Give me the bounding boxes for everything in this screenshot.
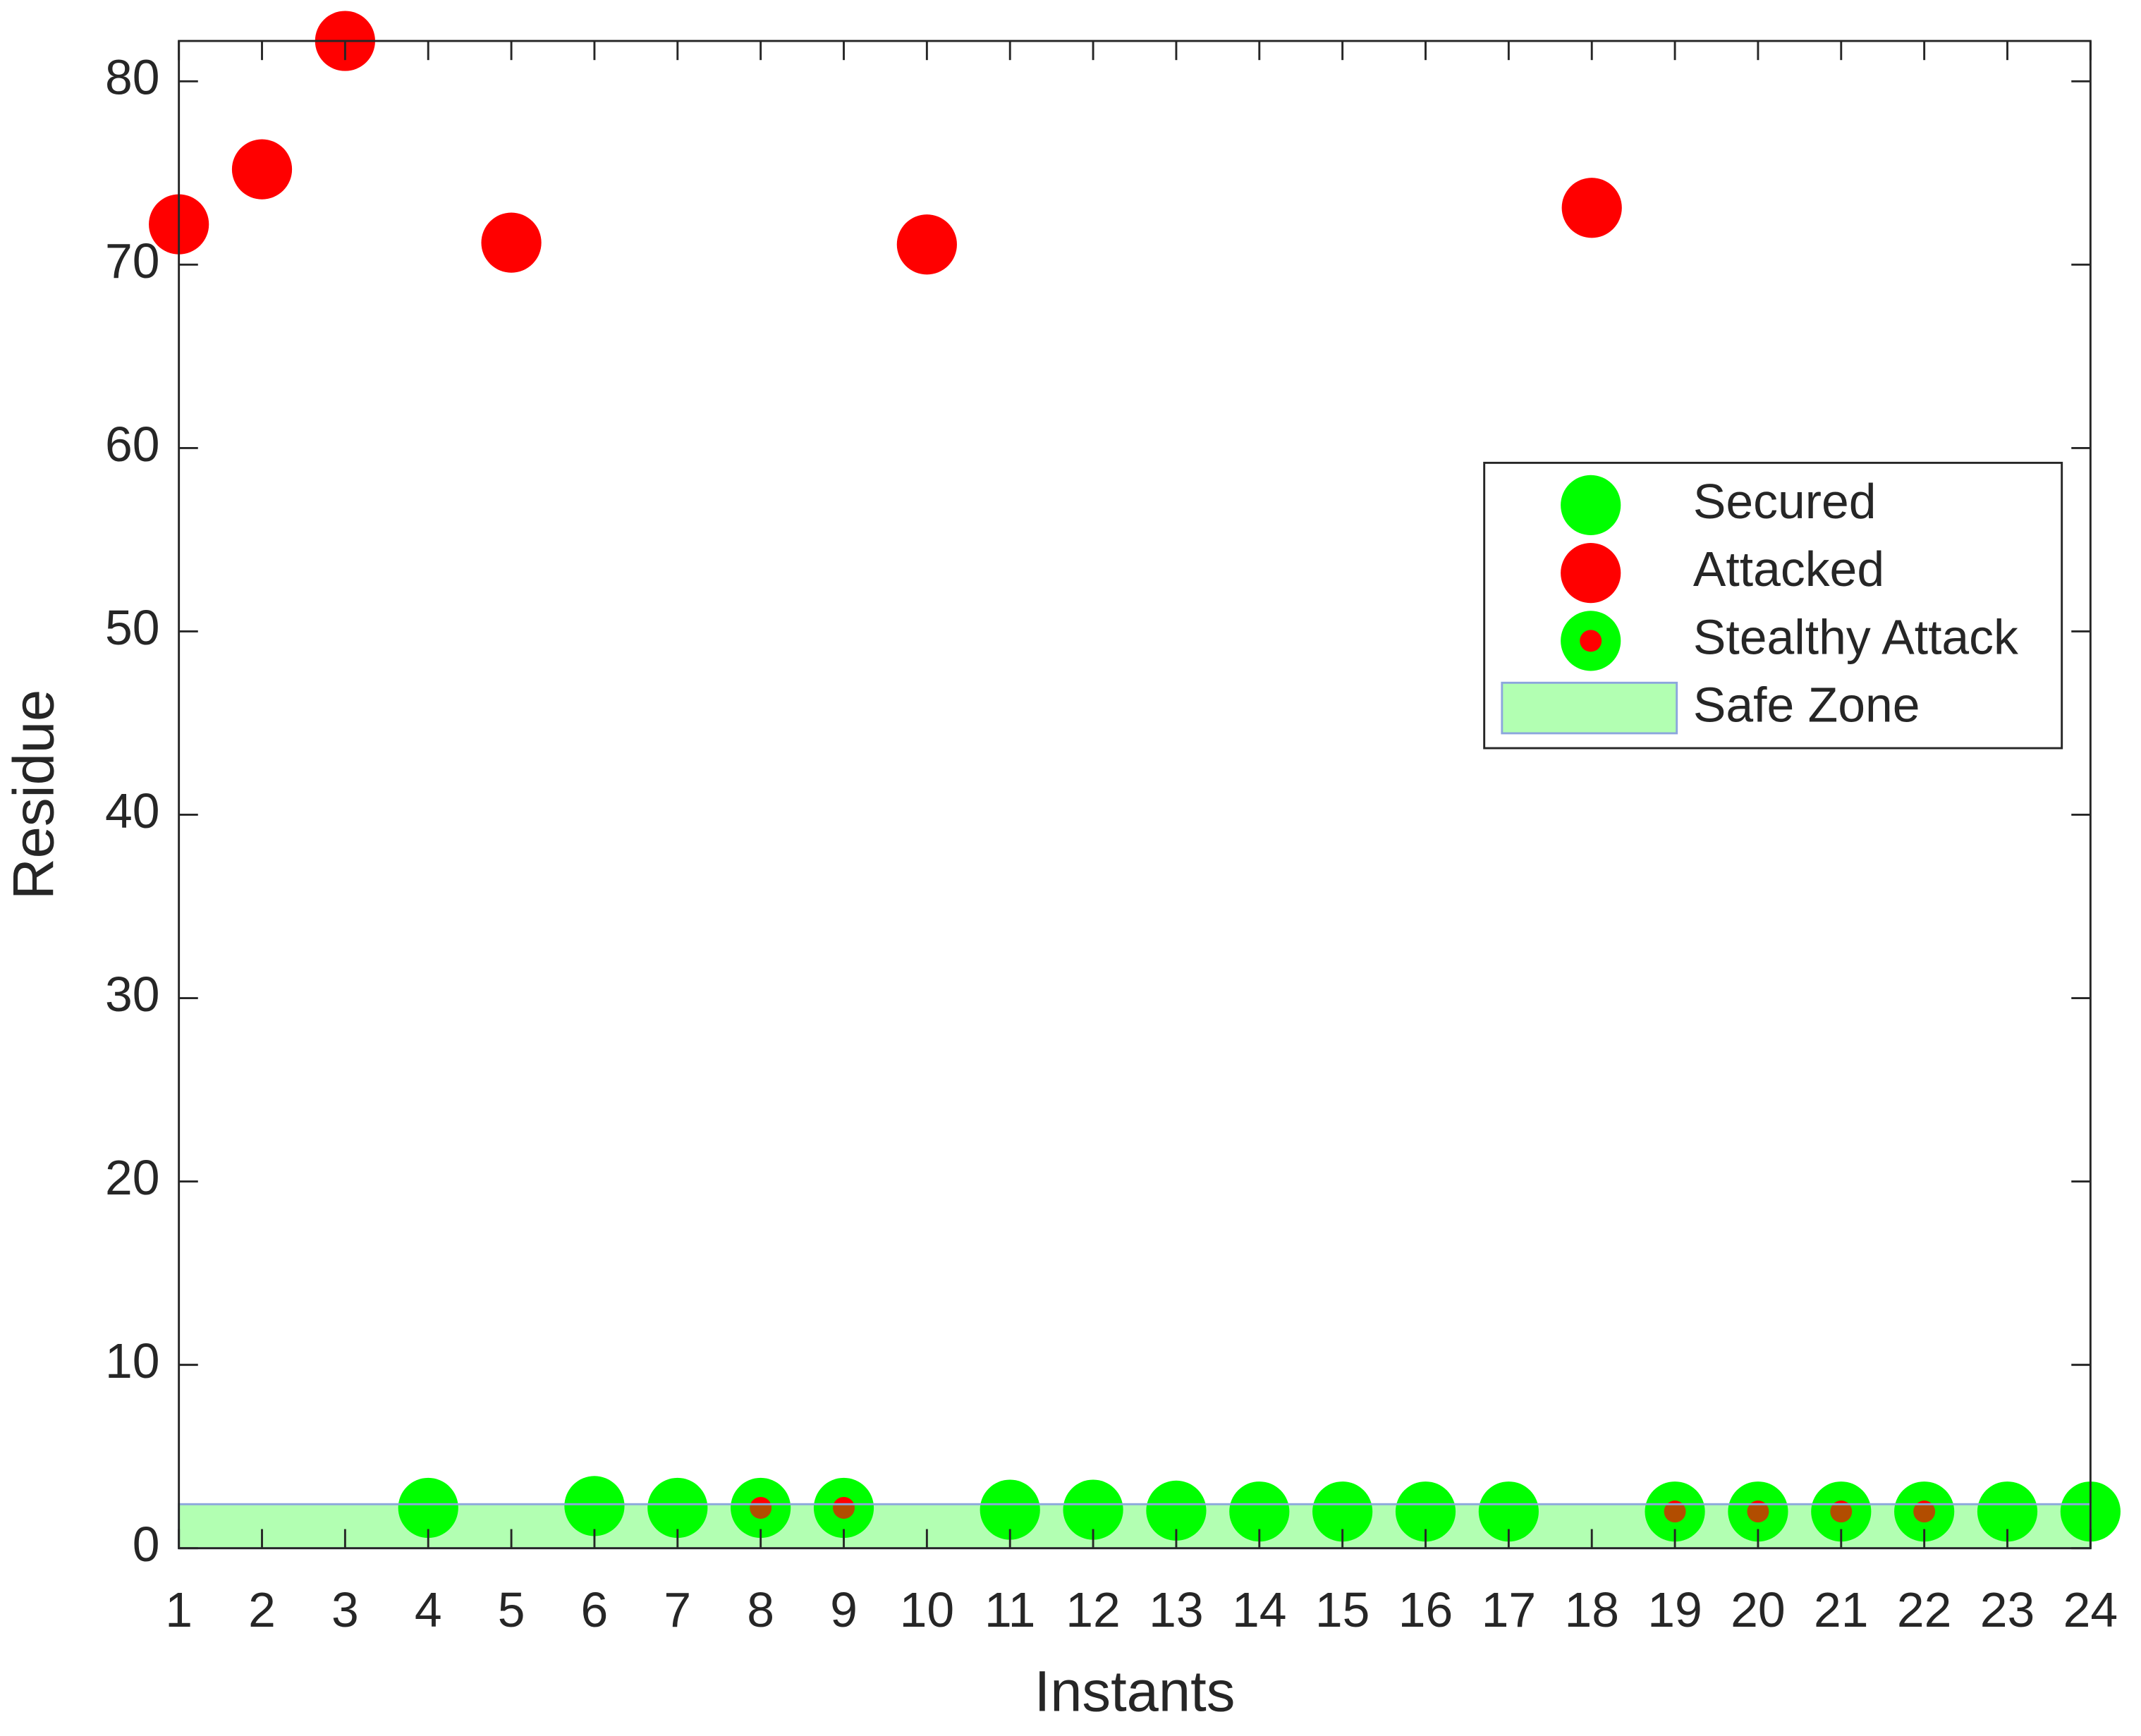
- point: [647, 1477, 708, 1539]
- point: [481, 212, 542, 273]
- y-tick-label: 30: [105, 967, 160, 1022]
- y-axis-label: Residue: [2, 690, 66, 900]
- marker: [1977, 1481, 2038, 1542]
- x-tick-label: 1: [165, 1582, 193, 1637]
- point: [398, 1477, 458, 1539]
- x-tick-label: 24: [2063, 1582, 2118, 1637]
- plot-area: [178, 41, 2091, 1548]
- axes: 1 2 3 4 5 6 7 8 9 10 11 12 13 14 15 16 17 18 19 20 21 22 23 240…: [105, 39, 2118, 1637]
- legend-marker-inner: [1580, 630, 1602, 652]
- point: [1063, 1479, 1123, 1540]
- legend-label: Safe Zone: [1693, 677, 1920, 732]
- x-tick-label: 11: [984, 1582, 1035, 1637]
- y-tick-label: 40: [105, 783, 160, 838]
- x-axis-label: Instants: [1035, 1659, 1236, 1723]
- legend-label: Secured: [1693, 474, 1877, 529]
- point: [813, 1477, 874, 1539]
- marker: [1312, 1481, 1373, 1542]
- point: [1478, 1481, 1539, 1542]
- marker: [896, 214, 957, 275]
- point: [1395, 1481, 1456, 1542]
- y-tick-label: 0: [133, 1517, 160, 1572]
- legend-marker: [1561, 475, 1621, 535]
- point: [564, 1476, 625, 1536]
- marker: [398, 1477, 458, 1539]
- x-tick-label: 12: [1066, 1582, 1121, 1637]
- marker: [647, 1477, 708, 1539]
- marker-inner: [1913, 1500, 1936, 1523]
- marker-inner: [1664, 1500, 1686, 1523]
- legend: Secured Attacked Stealthy Attack Safe Zone: [1483, 461, 2063, 750]
- marker: [1478, 1481, 1539, 1542]
- marker: [1229, 1481, 1290, 1542]
- marker: [1395, 1481, 1456, 1542]
- marker: [564, 1476, 625, 1536]
- legend-marker: [1561, 543, 1621, 604]
- x-tick-label: 20: [1731, 1582, 1786, 1637]
- marker: [980, 1479, 1040, 1540]
- x-tick-label: 13: [1149, 1582, 1204, 1637]
- x-tick-label: 4: [415, 1582, 442, 1637]
- marker: [481, 212, 542, 273]
- y-tick-label: 50: [105, 600, 160, 655]
- x-tick-label: 16: [1398, 1582, 1453, 1637]
- point: [1312, 1481, 1373, 1542]
- legend-label: Stealthy Attack: [1693, 609, 2018, 664]
- point: [1894, 1481, 1955, 1542]
- x-tick-label: 7: [664, 1582, 691, 1637]
- marker-inner: [1747, 1500, 1769, 1523]
- x-tick-label: 17: [1482, 1582, 1537, 1637]
- point: [1977, 1481, 2038, 1542]
- legend-label: Attacked: [1693, 542, 1884, 597]
- marker-inner: [1830, 1500, 1853, 1523]
- x-tick-label: 23: [1980, 1582, 2035, 1637]
- point: [1146, 1480, 1207, 1541]
- y-tick-label: 10: [105, 1333, 160, 1388]
- point: [1728, 1481, 1788, 1542]
- y-tick-label: 20: [105, 1150, 160, 1205]
- point: [1645, 1481, 1705, 1542]
- x-tick-label: 6: [581, 1582, 609, 1637]
- legend-swatch: [1501, 681, 1678, 735]
- x-tick-label: 3: [331, 1582, 359, 1637]
- x-tick-label: 18: [1564, 1582, 1619, 1637]
- point: [980, 1479, 1040, 1540]
- marker: [1063, 1479, 1123, 1540]
- x-tick-label: 15: [1315, 1582, 1370, 1637]
- x-tick-label: 8: [747, 1582, 774, 1637]
- x-tick-label: 22: [1897, 1582, 1952, 1637]
- point: [1561, 178, 1622, 238]
- marker: [1561, 178, 1622, 238]
- marker: [1146, 1480, 1207, 1541]
- point: [896, 214, 957, 275]
- point: [1229, 1481, 1290, 1542]
- marker: [231, 139, 293, 200]
- point: [731, 1477, 791, 1539]
- x-tick-label: 21: [1814, 1582, 1869, 1637]
- safe-zone: [178, 1503, 2092, 1550]
- y-tick-label: 70: [105, 233, 160, 288]
- axes-box: [178, 39, 2092, 1550]
- x-tick-label: 14: [1232, 1582, 1287, 1637]
- x-tick-label: 5: [498, 1582, 525, 1637]
- marker-inner: [833, 1496, 855, 1519]
- point: [231, 139, 293, 200]
- x-tick-label: 2: [248, 1582, 276, 1637]
- marks: [149, 11, 2121, 1550]
- marker-inner: [750, 1496, 772, 1519]
- x-tick-label: 10: [900, 1582, 955, 1637]
- x-tick-label: 19: [1647, 1582, 1702, 1637]
- x-tick-label: 9: [830, 1582, 858, 1637]
- y-tick-label: 80: [105, 50, 160, 105]
- y-tick-label: 60: [105, 417, 160, 472]
- point: [1811, 1481, 1872, 1542]
